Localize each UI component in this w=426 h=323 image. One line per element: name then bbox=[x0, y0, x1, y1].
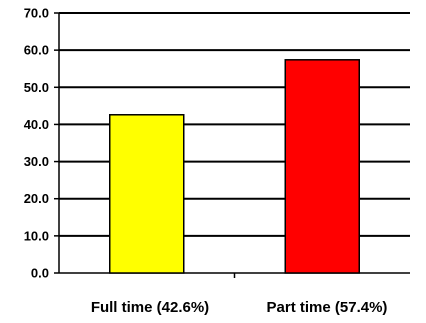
y-tick-label: 30.0 bbox=[24, 154, 49, 169]
y-tick-label: 0.0 bbox=[31, 266, 49, 281]
y-tick-label: 60.0 bbox=[24, 43, 49, 58]
y-tick-label: 70.0 bbox=[24, 6, 49, 21]
x-category-label: Full time (42.6%) bbox=[91, 299, 209, 316]
bars bbox=[109, 59, 360, 274]
labels: 0.0 10.0 20.0 30.0 40.0 50.0 60.0 70.0 Full time… bbox=[24, 6, 388, 317]
x-category-label: Part time (57.4%) bbox=[267, 299, 388, 316]
y-tick-label: 20.0 bbox=[24, 191, 49, 206]
y-tick-label: 40.0 bbox=[24, 117, 49, 132]
bar bbox=[109, 114, 185, 274]
bar bbox=[284, 59, 360, 274]
y-tick-label: 50.0 bbox=[24, 80, 49, 95]
y-tick-label: 10.0 bbox=[24, 228, 49, 243]
